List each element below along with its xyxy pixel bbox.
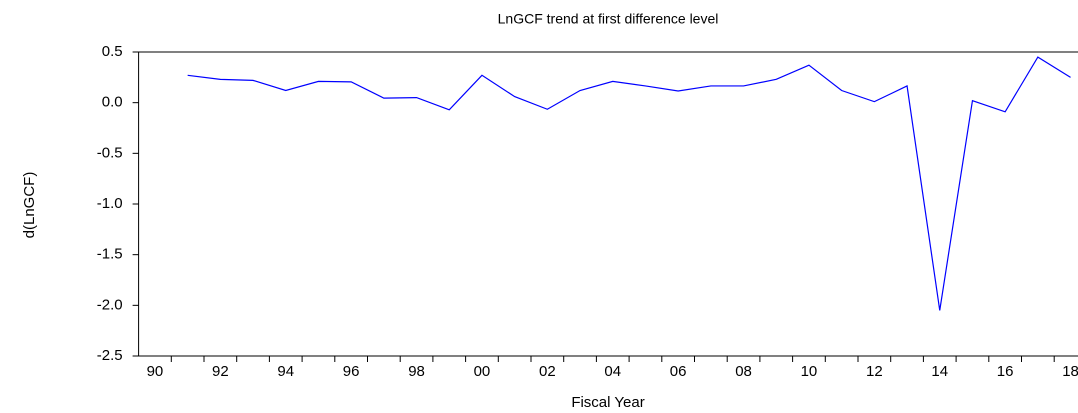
x-tick-label: 06: [670, 363, 687, 380]
x-axis-label: Fiscal Year: [571, 394, 644, 411]
y-tick-label: -1.0: [97, 195, 123, 212]
x-tick-label: 14: [931, 363, 948, 380]
plot-frame: [138, 51, 1078, 357]
x-tick-label: 10: [801, 363, 818, 380]
x-tick-label: 96: [343, 363, 360, 380]
x-tick-label: 08: [735, 363, 752, 380]
data-line: [187, 56, 1071, 311]
x-tick-label: 04: [604, 363, 621, 380]
x-tick-label: 16: [997, 363, 1014, 380]
chart-title: LnGCF trend at first difference level: [498, 11, 719, 27]
y-tick-label: 0.0: [102, 94, 123, 111]
y-tick-label: 0.5: [102, 43, 123, 60]
x-tick-label: 90: [147, 363, 164, 380]
x-tick-label: 18: [1062, 363, 1078, 380]
y-tick-label: -2.0: [97, 296, 123, 313]
x-tick-label: 94: [277, 363, 294, 380]
y-axis-label: d(LnGCF): [21, 172, 38, 239]
x-tick-label: 00: [474, 363, 491, 380]
y-tick-label: -0.5: [97, 144, 123, 161]
y-tick-label: -1.5: [97, 246, 123, 263]
x-tick-label: 98: [408, 363, 425, 380]
y-tick-label: -2.5: [97, 347, 123, 364]
x-tick-label: 12: [866, 363, 883, 380]
x-tick-label: 92: [212, 363, 229, 380]
x-tick-label: 02: [539, 363, 556, 380]
